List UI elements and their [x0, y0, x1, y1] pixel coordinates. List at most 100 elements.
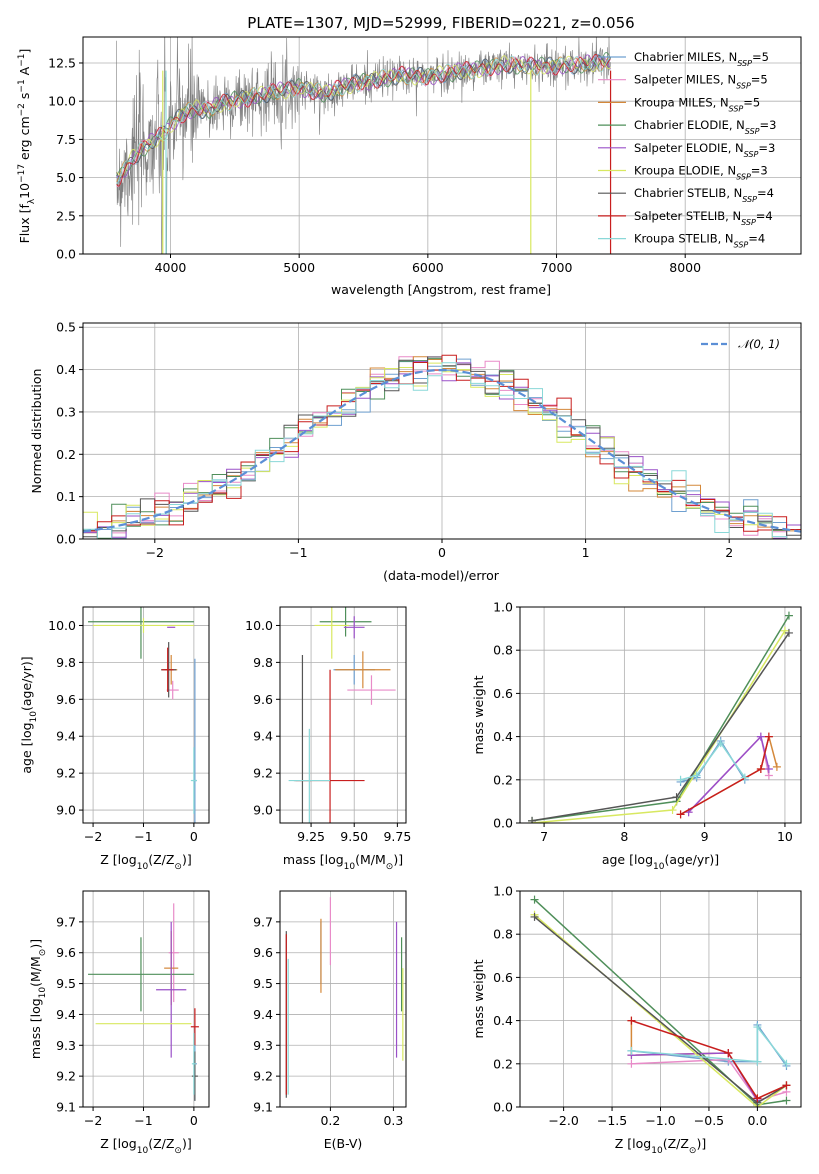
- spectrum-legend: Chabrier MILES, NSSP=5 Salpeter MILES, NS…: [598, 50, 776, 249]
- x-tick-label: −2: [84, 1113, 102, 1128]
- y-tick-label: 9.4: [253, 729, 273, 744]
- weight-marker: [627, 1059, 636, 1068]
- x-tick-label: −1.0: [645, 1113, 675, 1128]
- spectrum-lines: [116, 37, 612, 254]
- spectrum-ylabel: Flux [fλ10−17 erg cm−2 s−1 A−1]: [17, 49, 37, 244]
- y-tick-label: 0.3: [56, 404, 76, 419]
- y-tick-label: 9.0: [253, 803, 273, 818]
- model-spectrum: [116, 55, 611, 185]
- weight-line: [631, 1024, 788, 1065]
- weight-marker: [530, 912, 539, 921]
- y-tick-label: 0.0: [493, 816, 513, 831]
- y-tick-label: 0.6: [493, 686, 513, 701]
- y-tick-label: 0.4: [493, 1013, 513, 1028]
- y-tick-label: 9.4: [56, 729, 76, 744]
- weight-marker: [782, 1096, 791, 1105]
- weight_vs_Z-xlabel: Z [log10(Z/Z⊙)]: [615, 1136, 706, 1156]
- y-tick-label: 0.0: [56, 532, 76, 547]
- y-tick-label: 0.4: [493, 729, 513, 744]
- y-tick-label: 0.0: [56, 247, 76, 262]
- observed-spectrum: [116, 37, 611, 254]
- weight-marker: [784, 628, 793, 637]
- legend-label: Chabrier ELODIE, NSSP=3: [634, 118, 776, 136]
- y-tick-label: 9.4: [56, 1007, 76, 1022]
- weight-marker: [692, 771, 701, 780]
- x-tick-label: 0.3: [383, 1113, 403, 1128]
- mass_vs_ebv-errorbars: [285, 897, 404, 1098]
- weight-marker: [528, 816, 537, 823]
- y-tick-label: 9.7: [56, 914, 76, 929]
- y-tick-label: 9.6: [56, 945, 76, 960]
- weight-marker: [753, 1057, 762, 1066]
- weight-marker: [672, 793, 681, 802]
- plot-frame: [279, 606, 407, 824]
- age_vs_Z-axes: [83, 607, 209, 823]
- x-tick-label: −1.5: [597, 1113, 627, 1128]
- x-tick-label: −2.0: [548, 1113, 578, 1128]
- x-tick-label: 0: [438, 545, 446, 560]
- mass_vs_Z-ylabel: mass [log10(M/M⊙)]: [28, 939, 48, 1059]
- x-tick-label: 0: [190, 1113, 198, 1128]
- y-tick-label: 9.6: [253, 692, 273, 707]
- weight-marker: [753, 1023, 762, 1032]
- weight-marker: [716, 739, 725, 748]
- y-tick-label: 9.6: [56, 692, 76, 707]
- x-tick-label: 5000: [283, 260, 315, 275]
- legend-label: Chabrier MILES, NSSP=5: [634, 50, 769, 68]
- weight_vs_Z-lines: [530, 895, 791, 1107]
- y-tick-label: 0.8: [493, 927, 513, 942]
- weight-marker: [627, 1016, 636, 1025]
- y-tick-label: 5.0: [56, 170, 76, 185]
- legend-label: Kroupa ELODIE, NSSP=3: [634, 164, 768, 182]
- weight-marker: [764, 765, 773, 773]
- x-tick-label: −1: [289, 545, 307, 560]
- y-tick-label: 1.0: [493, 884, 513, 899]
- weight-marker: [668, 806, 677, 815]
- histogram-steps: [83, 354, 801, 539]
- weight-marker: [753, 1094, 762, 1103]
- x-tick-label: 9.50: [340, 829, 368, 844]
- plot-frame: [82, 606, 210, 824]
- x-tick-label: 0.0: [747, 1113, 767, 1128]
- plot-frame: [82, 36, 802, 255]
- residual-histogram: [83, 362, 801, 539]
- plot-frame: [519, 606, 802, 824]
- age_vs_Z-frame: −2 −1 0 9.0 9.2 9.4 9.6 9.8 10.0: [48, 606, 210, 844]
- y-tick-label: 2.5: [56, 208, 76, 223]
- x-tick-label: −1: [134, 1113, 152, 1128]
- y-tick-label: 9.7: [253, 914, 273, 929]
- y-tick-label: 10.0: [245, 618, 273, 633]
- weight_vs_Z-axes: [520, 890, 801, 1108]
- x-tick-label: −0.5: [694, 1113, 724, 1128]
- x-tick-label: 1: [582, 545, 590, 560]
- x-tick-label: 10: [777, 829, 793, 844]
- x-tick-label: 7: [540, 829, 548, 844]
- plot-frame: [279, 890, 407, 1108]
- weight-marker: [782, 1081, 791, 1090]
- age_vs_Z-xlabel: Z [log10(Z/Z⊙)]: [100, 852, 191, 872]
- weight_vs_age-ylabel: mass weight: [471, 675, 486, 754]
- age_vs_mass-axes: [280, 607, 406, 823]
- weight-marker: [740, 773, 749, 782]
- x-tick-label: 8000: [669, 260, 701, 275]
- mass_vs_Z-errorbars: [88, 903, 199, 1101]
- y-tick-label: 0.8: [493, 643, 513, 658]
- x-tick-label: 2: [725, 545, 733, 560]
- y-tick-label: 9.3: [253, 1038, 273, 1053]
- normal-curve: [83, 368, 801, 533]
- y-tick-label: 9.1: [56, 1100, 76, 1115]
- mass_vs_ebv-frame: 0.2 0.3 9.1 9.2 9.3 9.4 9.5 9.6 9.7: [253, 890, 407, 1128]
- spectrum-xlabel: wavelength [Angstrom, rest frame]: [331, 282, 551, 297]
- normal-legend-label: 𝒩(0, 1): [738, 337, 780, 351]
- mass_vs_ebv-xlabel: E(B-V): [324, 1136, 363, 1151]
- weight-marker: [756, 732, 765, 741]
- weight-marker: [780, 626, 789, 635]
- weight-marker: [724, 1049, 733, 1057]
- y-tick-label: 0.2: [493, 1056, 513, 1071]
- weight-marker: [756, 765, 765, 773]
- y-tick-label: 9.5: [253, 976, 273, 991]
- x-tick-label: −2: [146, 545, 164, 560]
- y-tick-label: 9.2: [253, 766, 273, 781]
- y-tick-label: 9.2: [56, 766, 76, 781]
